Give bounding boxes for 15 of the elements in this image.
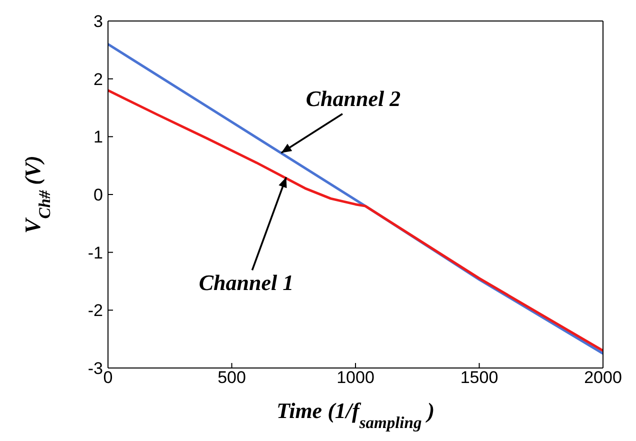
y-tick-label: 3 [94, 12, 103, 32]
y-tick-label: -1 [88, 243, 103, 262]
y-tick-label: -2 [88, 301, 103, 320]
annotation: Channel 1 [198, 270, 294, 296]
x-tick-label: 1000 [336, 368, 374, 388]
x-tick-label: 500 [218, 368, 246, 388]
y-tick-label: -3 [88, 359, 103, 378]
y-tick-label: 2 [94, 70, 103, 89]
x-tick-label: 2000 [584, 368, 622, 388]
x-tick-label: 1500 [460, 368, 498, 388]
line-series [108, 89, 603, 352]
x-axis-title: Time (1/f$_{sampling}$) [276, 398, 435, 432]
annotation: Channel 2 [306, 86, 401, 111]
y-tick-label: 1 [94, 128, 103, 147]
y-tick-label: 0 [94, 186, 103, 205]
